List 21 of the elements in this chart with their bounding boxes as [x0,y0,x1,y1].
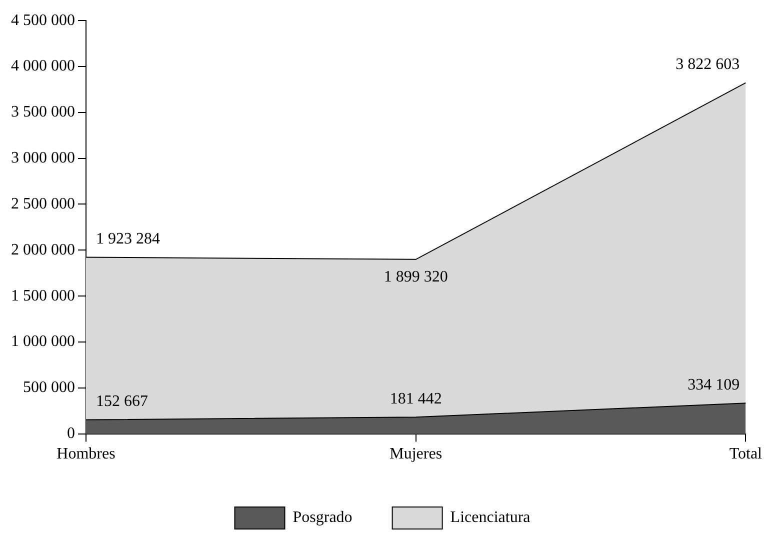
data-label: 3 822 603 [676,56,740,74]
legend-label: Licenciatura [450,509,530,526]
data-label: 334 109 [688,376,740,394]
y-tick-label: 2 000 000 [11,241,75,258]
data-label: 181 442 [390,390,442,408]
legend-label: Posgrado [292,509,352,526]
y-tick-label: 4 000 000 [11,58,75,75]
y-tick-label: 1 500 000 [11,287,75,304]
y-tick-label: 0 [67,425,75,442]
x-tick-label: Total [729,446,763,463]
y-tick-label: 500 000 [23,379,75,396]
y-tick-label: 3 500 000 [11,104,75,121]
x-tick-label: Hombres [56,446,116,463]
y-tick-label: 2 500 000 [11,195,75,212]
y-tick-label: 1 000 000 [11,333,75,350]
y-tick-label: 4 500 000 [11,12,75,29]
x-tick-label: Mujeres [390,446,442,463]
data-label: 1 923 284 [96,230,160,248]
data-label: 152 667 [96,392,148,410]
data-label: 1 899 320 [384,268,448,286]
y-tick-label: 3 000 000 [11,150,75,167]
